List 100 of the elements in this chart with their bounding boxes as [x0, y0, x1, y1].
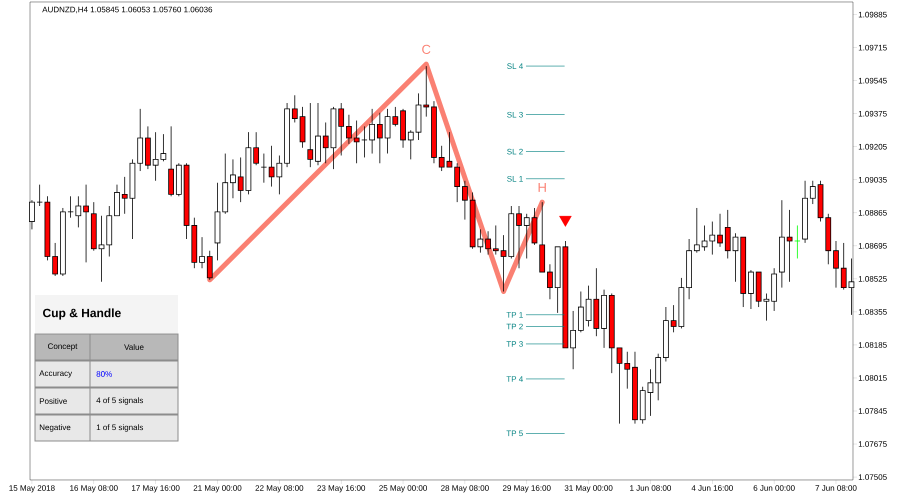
candlestick: [578, 291, 584, 333]
candlestick: [670, 304, 677, 333]
candlestick: [338, 102, 344, 156]
x-tick-label: 22 May 08:00: [256, 485, 304, 492]
x-tick-label: 31 May 00:00: [564, 485, 613, 492]
candlestick: [408, 130, 414, 160]
candlestick: [732, 232, 738, 282]
candlestick: [786, 210, 792, 282]
candlestick: [276, 155, 282, 195]
candlestick: [570, 310, 576, 370]
ref-line-label: SL 4: [507, 63, 523, 69]
candlestick: [764, 293, 770, 322]
candlestick: [122, 176, 128, 214]
candlestick: [516, 206, 522, 269]
candlestick: [346, 114, 352, 144]
candlestick: [624, 351, 630, 390]
candlestick: [477, 228, 484, 254]
annotation: Positive: [40, 398, 67, 404]
annotation: Cup & Handle: [43, 308, 121, 320]
x-tick-label: 6 Jun 00:00: [754, 485, 795, 491]
x-tick-label: 28 May 08:00: [441, 485, 489, 492]
candlestick: [648, 368, 654, 416]
annotation: H: [538, 182, 546, 192]
y-tick-label: 1.09715: [858, 44, 887, 50]
candlestick: [454, 162, 460, 203]
y-tick-label: 1.09885: [858, 12, 887, 18]
annotation: Accuracy: [39, 370, 72, 378]
candlestick: [230, 158, 236, 199]
ref-line-label: TP 5: [506, 430, 523, 436]
candlestick: [206, 250, 213, 280]
candlestick: [152, 132, 159, 182]
x-tick-label: 23 May 16:00: [317, 485, 366, 492]
y-tick-label: 1.07505: [858, 474, 887, 480]
annotation: 4 of 5 signals: [96, 397, 144, 405]
x-tick-label: 17 May 16:00: [132, 485, 180, 492]
candlestick: [586, 285, 592, 327]
annotation: 80%: [96, 371, 112, 377]
candlestick: [833, 240, 839, 288]
candlestick: [423, 66, 430, 118]
candlestick: [794, 225, 800, 259]
x-tick-label: 16 May 08:00: [70, 485, 118, 492]
x-tick-label: 4 Jun 16:00: [692, 485, 733, 491]
candlestick: [322, 122, 329, 164]
ref-line-label: SL 2: [507, 148, 523, 154]
ref-line-label: TP 1: [506, 312, 523, 318]
candlestick: [52, 242, 58, 276]
candlestick: [810, 180, 816, 204]
x-tick-label: 25 May 00:00: [379, 485, 427, 492]
candlestick: [717, 213, 723, 248]
candlestick: [268, 145, 274, 187]
y-tick-label: 1.08015: [858, 375, 887, 381]
y-tick-label: 1.09375: [858, 110, 887, 117]
y-tick-label: 1.08185: [858, 342, 887, 348]
candlestick: [709, 221, 716, 255]
chart-title: AUDNZD,H4 1.05845 1.06053 1.05760 1.06036: [42, 6, 212, 14]
annotation: Concept: [48, 343, 78, 351]
x-tick-label: 1 Jun 08:00: [630, 485, 672, 491]
candlestick: [361, 126, 368, 158]
candlestick: [354, 120, 360, 164]
candlestick: [616, 347, 622, 424]
x-tick-label: 29 May 16:00: [502, 485, 551, 492]
candlestick: [702, 225, 708, 252]
candlestick: [292, 94, 298, 123]
candlestick: [238, 157, 244, 203]
y-tick-label: 1.08865: [858, 210, 887, 216]
annotation: C: [422, 44, 430, 54]
candlestick: [748, 270, 754, 310]
x-tick-label: 21 May 00:00: [194, 485, 242, 492]
y-tick-label: 1.08525: [858, 276, 887, 282]
x-tick-label: 15 May 2018: [9, 485, 55, 492]
y-tick-label: 1.09205: [858, 144, 887, 150]
candlestick: [840, 242, 847, 290]
y-tick-label: 1.07675: [858, 441, 887, 447]
candlestick: [307, 102, 314, 168]
candlestick: [500, 234, 506, 292]
annotation: 1 of 5 signals: [96, 424, 144, 432]
candlestick: [492, 225, 499, 255]
ref-line-label: TP 4: [506, 376, 523, 382]
candlestick: [369, 108, 375, 154]
y-tick-label: 1.08695: [858, 243, 887, 249]
candlestick: [160, 134, 166, 162]
y-tick-label: 1.08355: [858, 309, 887, 315]
annotation: Negative: [40, 424, 70, 432]
candlestick: [485, 230, 491, 255]
candlestick: [199, 236, 205, 269]
candlestick: [446, 132, 452, 168]
ref-line-label: TP 2: [506, 324, 523, 330]
annotation: Value: [124, 344, 144, 350]
candlestick: [114, 184, 120, 216]
x-tick-label: 7 Jun 08:00: [815, 485, 857, 491]
candlestick: [253, 132, 260, 166]
candlestick: [384, 108, 390, 154]
ref-line-label: SL 1: [507, 176, 523, 182]
candlestick: [36, 184, 43, 206]
ref-line-label: TP 3: [506, 341, 523, 347]
y-tick-label: 1.07845: [858, 408, 887, 414]
candlestick: [83, 184, 89, 263]
candlestick: [724, 210, 731, 259]
candlestick: [524, 213, 530, 259]
y-tick-label: 1.09545: [858, 78, 887, 84]
